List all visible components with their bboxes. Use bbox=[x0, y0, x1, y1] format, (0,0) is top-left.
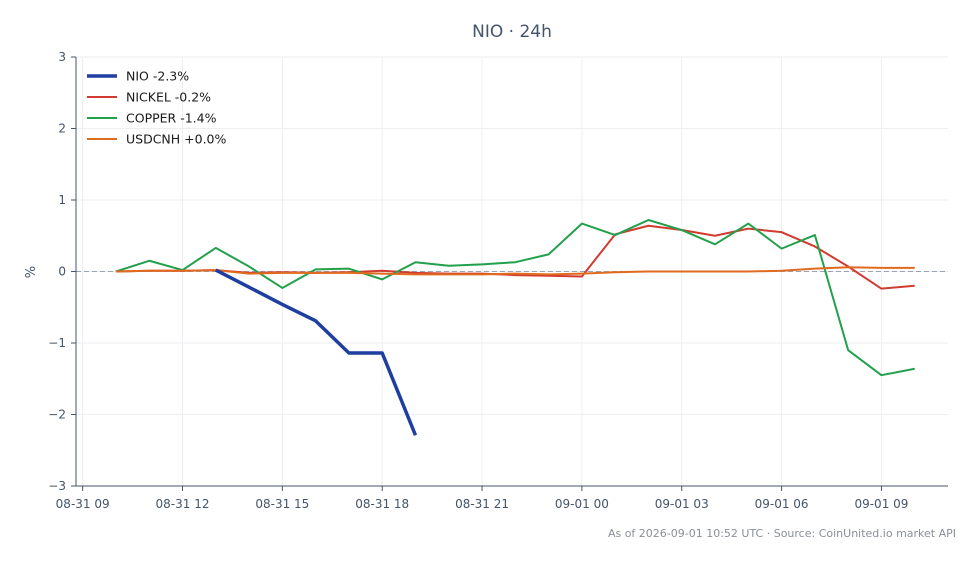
y-tick-label: 0 bbox=[58, 265, 66, 279]
x-tick-label: 09-01 06 bbox=[755, 497, 809, 511]
series-usdcnh bbox=[115, 266, 915, 276]
x-tick-label: 08-31 21 bbox=[455, 497, 509, 511]
y-tick-label: −3 bbox=[48, 479, 66, 493]
legend-item: USDCNH +0.0% bbox=[87, 132, 227, 147]
y-tick-label: 2 bbox=[58, 122, 66, 136]
series-copper bbox=[115, 219, 915, 377]
x-tick-label: 08-31 15 bbox=[255, 497, 309, 511]
y-tick-label: −1 bbox=[48, 336, 66, 350]
legend-item: NIO -2.3% bbox=[87, 69, 189, 84]
y-tick-label: 3 bbox=[58, 50, 66, 64]
legend-item: COPPER -1.4% bbox=[87, 111, 217, 126]
x-tick-label: 09-01 09 bbox=[854, 497, 908, 511]
x-tick-label: 08-31 09 bbox=[56, 497, 110, 511]
legend-label: NIO -2.3% bbox=[126, 69, 189, 84]
x-tick-label: 08-31 12 bbox=[156, 497, 210, 511]
legend-label: COPPER -1.4% bbox=[126, 111, 217, 126]
legend: NIO -2.3% NICKEL -0.2% COPPER -1.4% USDCNH … bbox=[87, 69, 227, 147]
legend-item: NICKEL -0.2% bbox=[87, 90, 211, 105]
series-group bbox=[115, 219, 915, 436]
axes: 3 2 1 0 −1 −2 −3 08-31 09 08-31 12 08-31 15 08-31 … bbox=[48, 50, 948, 511]
y-tick-label: 1 bbox=[58, 193, 66, 207]
x-tick-label: 09-01 03 bbox=[655, 497, 709, 511]
legend-label: USDCNH +0.0% bbox=[126, 132, 227, 147]
footer-source: As of 2026-09-01 10:52 UTC · Source: Coi… bbox=[608, 527, 956, 540]
y-tick-label: −2 bbox=[48, 408, 66, 422]
legend-label: NICKEL -0.2% bbox=[126, 90, 211, 105]
series-line bbox=[115, 219, 915, 377]
y-axis-label: % bbox=[24, 266, 39, 278]
series-line bbox=[214, 268, 418, 436]
x-tick-label: 09-01 00 bbox=[555, 497, 609, 511]
x-tick-label: 08-31 18 bbox=[355, 497, 409, 511]
series-nio bbox=[214, 268, 418, 436]
chart-title: NIO · 24h bbox=[472, 22, 552, 42]
